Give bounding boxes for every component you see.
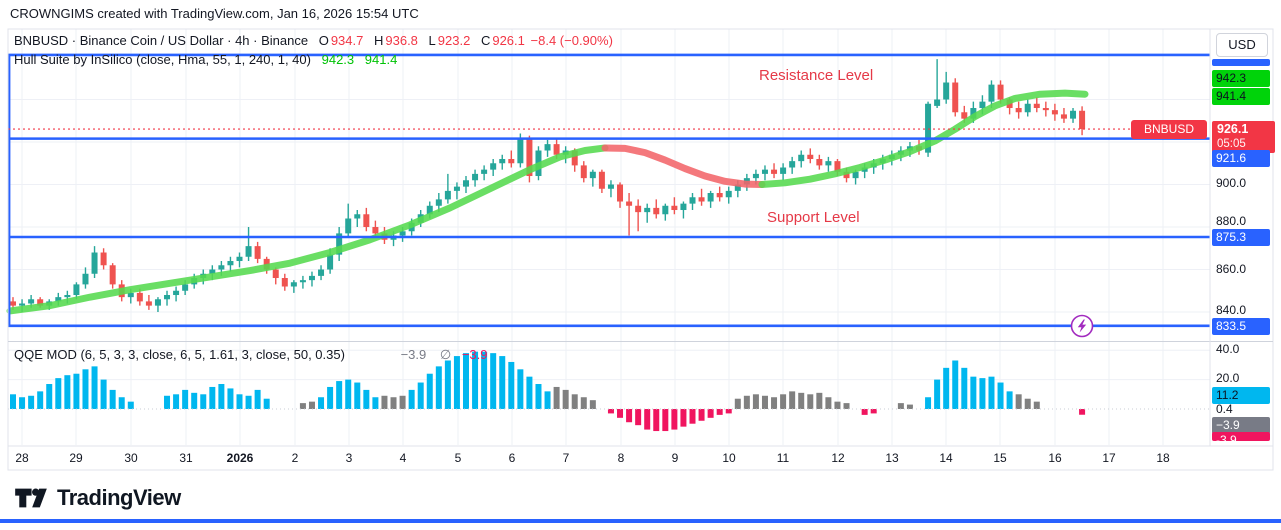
high-value: 936.8 — [385, 33, 418, 48]
qqe-avg-icon: ∅ — [439, 347, 452, 362]
qqe-mod-legend[interactable]: QQE MOD (6, 5, 3, 3, close, 6, 5, 1.61, … — [14, 347, 487, 363]
current-price-value: 926.1 — [1217, 122, 1249, 136]
time-axis-label: 11 — [776, 451, 790, 465]
time-axis-label: 18 — [1156, 451, 1170, 465]
time-axis-label: 28 — [15, 451, 29, 465]
price-scale-badge: 942.3 — [1212, 70, 1270, 87]
price-scale-badge: 11.2 — [1212, 387, 1270, 404]
qqe-value-1: −3.9 — [400, 347, 427, 362]
low-value: 923.2 — [437, 33, 471, 48]
time-axis-label: 13 — [885, 451, 899, 465]
price-scale-label: 900.0 — [1216, 176, 1247, 190]
tradingview-logo[interactable]: TradingView — [14, 484, 181, 512]
low-label: L — [428, 33, 436, 48]
time-axis-label: 12 — [831, 451, 845, 465]
support-level-label: Support Level — [767, 209, 860, 226]
time-axis-label: 6 — [508, 451, 516, 465]
current-price-badge: 926.1 05:05 — [1212, 121, 1275, 153]
time-axis-label: 2026 — [226, 451, 254, 465]
hull-title: Hull Suite by InSilico (close, Hma, 55, … — [14, 52, 311, 67]
price-line-symbol-tag: BNBUSD — [1131, 120, 1207, 139]
time-axis-label: 7 — [562, 451, 570, 465]
close-label: C — [480, 33, 491, 48]
price-scale-badge: 941.4 — [1212, 88, 1270, 105]
alert-lightning-icon[interactable] — [1070, 314, 1094, 338]
bottom-accent-bar — [0, 519, 1281, 523]
price-scale-label: 880.0 — [1216, 214, 1247, 228]
price-scale-badge: 875.3 — [1212, 229, 1270, 246]
symbol-title: BNBUSD · Binance Coin / US Dollar · 4h ·… — [14, 33, 309, 48]
qqe-value-2: −3.9 — [461, 347, 488, 362]
price-scale-label: 840.0 — [1216, 303, 1247, 317]
time-axis-label: 2 — [291, 451, 299, 465]
price-scale-label: 40.0 — [1216, 342, 1240, 356]
time-axis-label: 31 — [179, 451, 193, 465]
open-value: 934.7 — [330, 33, 364, 48]
hull-value-2: 941.4 — [364, 52, 398, 67]
price-scale-label: 20.0 — [1216, 371, 1240, 385]
price-scale-badge: -3.9 — [1212, 432, 1270, 441]
currency-toggle-button[interactable]: USD — [1216, 33, 1268, 57]
time-axis-label: 5 — [454, 451, 462, 465]
time-axis-label: 17 — [1102, 451, 1116, 465]
price-scale-label: 860.0 — [1216, 262, 1247, 276]
price-scale-badge: 921.6 — [1212, 150, 1270, 167]
close-value: 926.1 — [492, 33, 525, 48]
bar-countdown: 05:05 — [1217, 138, 1246, 150]
time-axis-label: 15 — [993, 451, 1007, 465]
time-axis[interactable]: 28 29 30 31 2026 2 3 4 5 6 7 8 9 10 11 12 13 14 15 16 17 18 — [8, 446, 1210, 470]
time-axis-label: 10 — [722, 451, 736, 465]
time-axis-label: 4 — [399, 451, 407, 465]
open-label: O — [318, 33, 329, 48]
price-scale-label: 0.4 — [1216, 402, 1233, 416]
time-axis-label: 16 — [1048, 451, 1062, 465]
hull-suite-legend[interactable]: Hull Suite by InSilico (close, Hma, 55, … — [14, 52, 397, 67]
time-axis-label: 14 — [939, 451, 953, 465]
time-axis-label: 30 — [124, 451, 138, 465]
change-value: −8.4 (−0.90%) — [530, 33, 613, 48]
time-axis-label: 8 — [617, 451, 625, 465]
high-label: H — [373, 33, 384, 48]
tradingview-mark-icon — [15, 488, 47, 508]
qqe-title: QQE MOD (6, 5, 3, 3, close, 6, 5, 1.61, … — [14, 347, 345, 362]
tradingview-logo-text: TradingView — [57, 485, 181, 510]
hull-value-1: 942.3 — [321, 52, 355, 67]
resistance-level-label: Resistance Level — [759, 67, 874, 84]
price-scale[interactable]: 900.0 880.0 860.0 840.0 40.0 20.0 0.4 942.3 941.… — [1210, 29, 1273, 446]
price-scale-badge — [1212, 59, 1270, 66]
time-axis-label: 3 — [345, 451, 353, 465]
attribution-text: CROWNGIMS created with TradingView.com, … — [10, 6, 419, 21]
price-scale-badge: −3.9 — [1212, 417, 1270, 434]
time-axis-label: 29 — [69, 451, 83, 465]
symbol-legend[interactable]: BNBUSD · Binance Coin / US Dollar · 4h ·… — [14, 33, 613, 48]
price-scale-badge: 833.5 — [1212, 318, 1270, 335]
time-axis-label: 9 — [671, 451, 679, 465]
